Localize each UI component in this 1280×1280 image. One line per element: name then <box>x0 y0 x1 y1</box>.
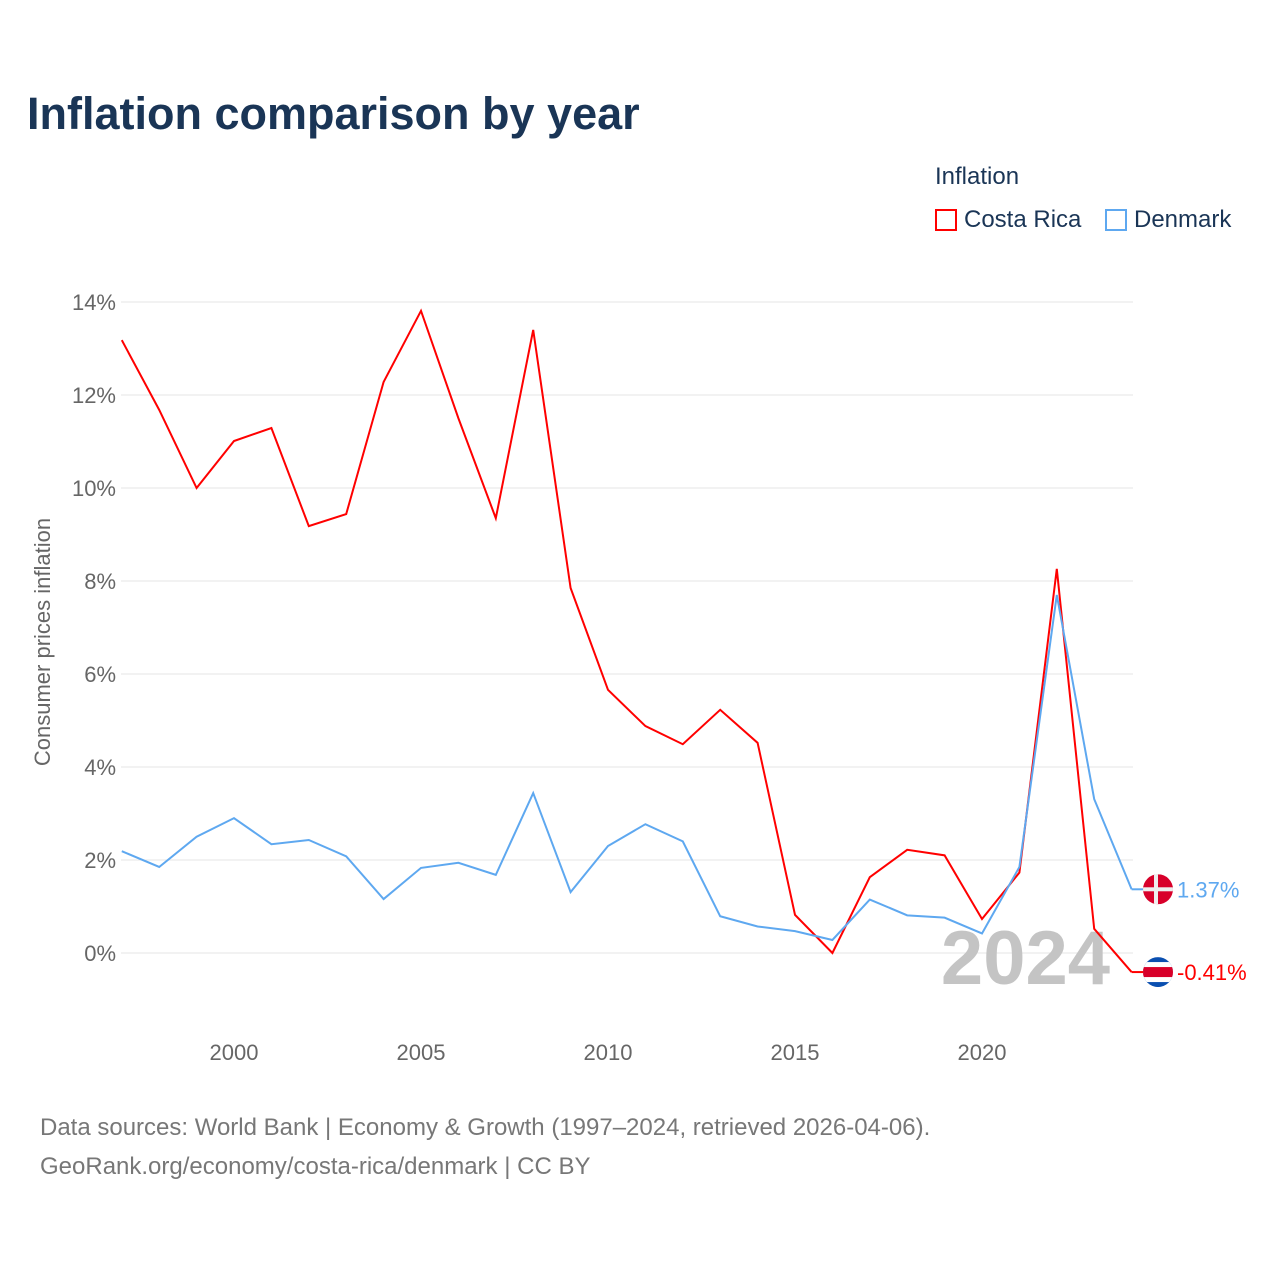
legend-label: Denmark <box>1134 206 1232 233</box>
y-tick-label: 4% <box>84 755 116 780</box>
x-tick-label: 2020 <box>958 1040 1007 1065</box>
y-tick-label: 2% <box>84 848 116 873</box>
x-tick-label: 2005 <box>397 1040 446 1065</box>
end-value-label: 1.37% <box>1177 877 1239 902</box>
x-tick-label: 2010 <box>584 1040 633 1065</box>
legend-swatch <box>935 209 957 231</box>
end-value-label: -0.41% <box>1177 960 1247 985</box>
y-tick-label: 14% <box>72 290 116 315</box>
flag-body <box>1143 957 1173 988</box>
y-tick-label: 0% <box>84 941 116 966</box>
y-tick-label: 12% <box>72 383 116 408</box>
y-axis-label: Consumer prices inflation <box>30 518 55 766</box>
flag-body <box>1143 874 1173 905</box>
source-link[interactable]: GeoRank.org/economy/costa-rica/denmark |… <box>40 1153 591 1180</box>
series-line-denmark <box>121 594 1133 942</box>
costa-rica-flag-icon <box>1143 957 1173 988</box>
flag-cross <box>1154 874 1158 905</box>
denmark-flag-icon <box>1143 874 1173 905</box>
year-watermark: 2024 <box>941 916 1110 1001</box>
legend-item-denmark[interactable]: Denmark <box>1105 206 1231 234</box>
legend-title: Inflation <box>935 163 1020 190</box>
x-tick-label: 2015 <box>771 1040 820 1065</box>
chart-title: Inflation comparison by year <box>27 88 640 139</box>
source-note: Data sources: World Bank | Economy & Gro… <box>40 1108 930 1186</box>
y-tick-label: 6% <box>84 662 116 687</box>
flag-stripe <box>1143 967 1173 978</box>
source-line: Data sources: World Bank | Economy & Gro… <box>40 1114 931 1141</box>
y-tick-label: 10% <box>72 476 116 501</box>
y-tick-label: 8% <box>84 569 116 594</box>
legend-item-costa-rica[interactable]: Costa Rica <box>935 206 1081 234</box>
legend-swatch <box>1105 209 1127 231</box>
series-line-costa-rica <box>120 308 1133 973</box>
legend-label: Costa Rica <box>964 206 1082 233</box>
x-tick-label: 2000 <box>210 1040 259 1065</box>
